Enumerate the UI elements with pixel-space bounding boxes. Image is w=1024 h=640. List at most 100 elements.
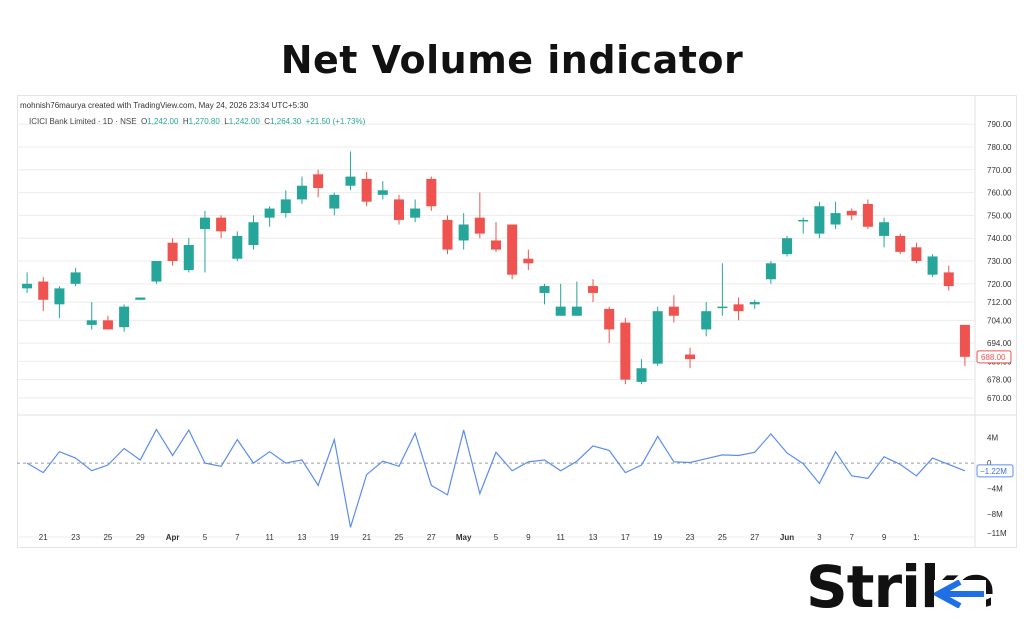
candle-body — [280, 199, 291, 214]
candle-body — [959, 324, 970, 357]
volume-tick-label: −8M — [987, 510, 1003, 519]
time-tick-label: 5 — [203, 533, 208, 542]
candle-body — [393, 199, 404, 220]
price-tick-label: 670.00 — [987, 394, 1012, 403]
price-tick-label: 694.00 — [987, 339, 1012, 348]
legend-open-value: 1,242.00 — [147, 117, 179, 126]
legend-close-value: 1,264.30 — [270, 117, 302, 126]
price-tick-label: 740.00 — [987, 234, 1012, 243]
legend-change: +21.50 (+1.73%) — [305, 117, 366, 126]
candle-body — [135, 297, 146, 300]
legend-low-label: L — [224, 117, 229, 126]
chart-frame — [17, 95, 1017, 548]
price-tick-label: 712.00 — [987, 298, 1012, 307]
price-tick-label: 704.00 — [987, 316, 1012, 325]
time-tick-label: 19 — [330, 533, 339, 542]
candle-body — [248, 222, 259, 246]
candle-body — [798, 219, 809, 222]
candle-body — [426, 178, 437, 207]
price-tick-label: 760.00 — [987, 189, 1012, 198]
candle-body — [102, 320, 113, 330]
price-tick-label: 678.00 — [987, 376, 1012, 385]
time-tick-label: 25 — [395, 533, 404, 542]
last-price-box — [976, 350, 1012, 364]
legend-high-label: H — [182, 117, 189, 126]
time-tick-label: 9 — [882, 533, 887, 542]
candle-body — [685, 354, 696, 360]
time-tick-label: 11 — [265, 533, 274, 542]
candle-body — [895, 235, 906, 252]
candle-body — [604, 308, 615, 330]
price-tick-label: 790.00 — [987, 120, 1012, 129]
candle-body — [313, 174, 324, 188]
time-tick-label: 7 — [235, 533, 240, 542]
candle-body — [749, 302, 760, 305]
candle-body — [410, 208, 421, 218]
volume-tick-label: −11M — [987, 529, 1007, 538]
candle-body — [717, 306, 728, 309]
candle-body — [22, 283, 33, 289]
candle-body — [943, 272, 954, 287]
time-tick-label: 9 — [526, 533, 531, 542]
candle-body — [636, 368, 647, 382]
time-tick-label: 21 — [39, 533, 48, 542]
candle-body — [571, 306, 582, 316]
candle-body — [588, 286, 599, 293]
candle-body — [879, 222, 890, 236]
candle-body — [264, 208, 275, 218]
legend-symbol: ICICI Bank Limited · 1D · NSE — [29, 117, 137, 126]
net-volume-last-label: −1.22M — [980, 467, 1007, 476]
time-tick-label: 1: — [913, 533, 920, 542]
candle-body — [167, 242, 178, 261]
volume-tick-label: −4M — [987, 485, 1003, 494]
candle-body — [911, 247, 922, 261]
time-tick-label: 13 — [298, 533, 307, 542]
candle-body — [862, 203, 873, 227]
candle-body — [555, 306, 566, 316]
candle-body — [765, 263, 776, 280]
candle-body — [846, 210, 857, 216]
time-tick-label: 23 — [686, 533, 695, 542]
legend-high-value: 1,270.80 — [188, 117, 220, 126]
candle-body — [523, 258, 534, 264]
candle-body — [474, 217, 485, 234]
candle-body — [458, 224, 469, 241]
volume-tick-label: 0 — [987, 459, 992, 468]
time-tick-label: 25 — [718, 533, 727, 542]
time-tick-label: 5 — [494, 533, 499, 542]
legend-low-value: 1,242.00 — [228, 117, 260, 126]
price-tick-label: 720.00 — [987, 280, 1012, 289]
logo-arrow-icon — [934, 580, 986, 608]
candle-body — [38, 281, 49, 300]
price-tick-label: 770.00 — [987, 166, 1012, 175]
time-tick-label: 11 — [557, 533, 566, 542]
candle-body — [927, 256, 938, 275]
candle-body — [86, 320, 97, 325]
symbol-legend: ICICI Bank Limited · 1D · NSE O1,242.00 … — [29, 117, 365, 126]
chart-attribution: mohnish76maurya created with TradingView… — [20, 101, 309, 110]
net-volume-last-box — [976, 464, 1014, 478]
volume-tick-label: 4M — [987, 434, 998, 443]
candle-body — [296, 185, 307, 200]
time-tick-label: 27 — [750, 533, 759, 542]
candle-body — [539, 286, 550, 293]
candle-body — [232, 235, 243, 259]
candle-body — [830, 213, 841, 225]
chart-container[interactable]: 790.00 780.00 770.00 760.00 750.00 740.00 730.… — [17, 95, 1017, 548]
legend-close-label: C — [264, 117, 271, 126]
price-tick-label: 780.00 — [987, 143, 1012, 152]
price-tick-label: 750.00 — [987, 211, 1012, 220]
time-tick-label: Jun — [780, 533, 794, 542]
candle-body — [216, 217, 227, 232]
candle-body — [814, 206, 825, 234]
candle-body — [377, 190, 388, 195]
time-tick-label: 21 — [362, 533, 371, 542]
candle-body — [199, 217, 210, 230]
price-tick-label: 730.00 — [987, 257, 1012, 266]
time-tick-label: 3 — [817, 533, 822, 542]
chart-svg[interactable]: 790.00 780.00 770.00 760.00 750.00 740.00 730.… — [17, 95, 1017, 548]
candle-body — [119, 306, 130, 328]
time-tick-label: 23 — [71, 533, 80, 542]
time-tick-label: 19 — [653, 533, 662, 542]
candle-body — [620, 322, 631, 380]
